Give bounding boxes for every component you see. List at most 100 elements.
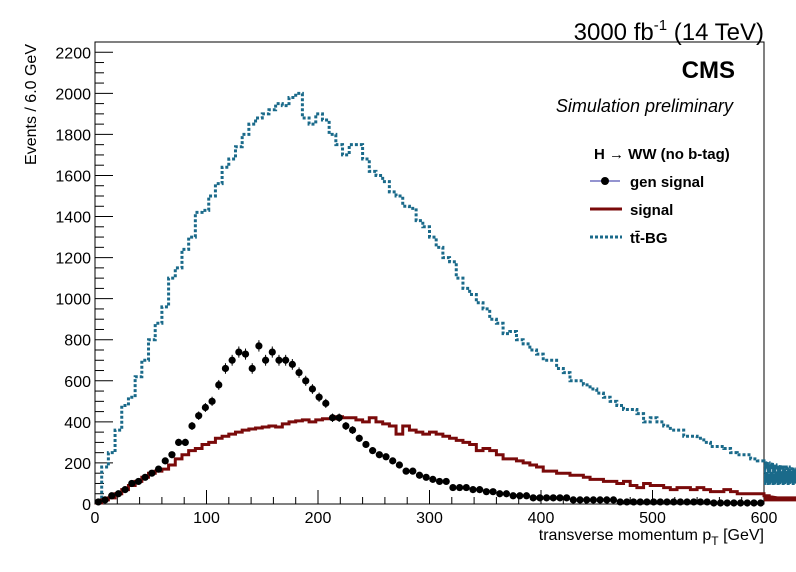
gen-signal-point bbox=[556, 494, 564, 502]
gen-signal-point bbox=[409, 467, 417, 475]
x-tick-label: 100 bbox=[193, 510, 220, 527]
gen-signal-point bbox=[261, 356, 270, 364]
legend-gen-signal-marker bbox=[601, 177, 609, 185]
gen-signal-point bbox=[469, 486, 477, 494]
x-tick-label: 500 bbox=[639, 510, 666, 527]
gen-signal-point bbox=[375, 451, 383, 459]
gen-signal-point bbox=[629, 498, 638, 506]
series-layer bbox=[94, 91, 796, 507]
y-tick-label: 800 bbox=[64, 333, 91, 350]
gen-signal-point bbox=[308, 385, 317, 393]
gen-signal-point bbox=[542, 494, 551, 502]
y-tick-label: 1000 bbox=[55, 292, 91, 309]
gen-signal-point bbox=[683, 498, 691, 506]
gen-signal-point bbox=[235, 348, 243, 356]
gen-signal-point bbox=[589, 496, 598, 504]
gen-signal-point bbox=[181, 438, 189, 446]
gen-signal-point bbox=[636, 498, 644, 506]
y-tick-label: 1800 bbox=[55, 127, 91, 144]
gen-signal-point bbox=[328, 414, 337, 422]
gen-signal-point bbox=[616, 498, 624, 506]
gen-signal-point bbox=[275, 356, 283, 364]
gen-signal-point bbox=[422, 473, 430, 481]
gen-signal-point bbox=[382, 453, 390, 461]
gen-signal-point bbox=[757, 499, 765, 507]
gen-signal-point bbox=[208, 397, 216, 405]
gen-signal-point bbox=[750, 499, 758, 507]
gen-signal-point bbox=[141, 473, 149, 481]
gen-signal-point bbox=[442, 477, 450, 486]
series-ttbar-bg bbox=[95, 91, 796, 504]
gen-signal-point bbox=[369, 447, 377, 455]
gen-signal-point bbox=[114, 490, 123, 498]
y-axis-title: Events / 6.0 GeV bbox=[23, 44, 40, 165]
x-axis-title: transverse momentum pT [GeV] bbox=[539, 527, 764, 548]
gen-signal-point bbox=[650, 498, 658, 506]
gen-signal-point bbox=[228, 356, 236, 364]
gen-signal-point bbox=[516, 492, 524, 500]
gen-signal-point bbox=[108, 492, 116, 500]
gen-signal-point bbox=[482, 488, 490, 496]
gen-signal-point bbox=[522, 492, 531, 500]
gen-signal-point bbox=[609, 496, 618, 504]
x-tick-label: 600 bbox=[751, 510, 778, 527]
gen-signal-point bbox=[148, 469, 156, 477]
x-tick-label: 400 bbox=[528, 510, 555, 527]
gen-signal-point bbox=[663, 498, 671, 506]
legend-entry-ttbar: tt̄-BG bbox=[630, 230, 668, 247]
gen-signal-point bbox=[282, 356, 290, 364]
gen-signal-point bbox=[723, 499, 731, 507]
y-tick-label: 600 bbox=[64, 374, 91, 391]
gen-signal-point bbox=[195, 412, 203, 420]
gen-signal-point bbox=[134, 477, 143, 486]
y-tick-label: 1200 bbox=[55, 251, 91, 268]
gen-signal-point bbox=[670, 498, 678, 506]
gen-signal-point bbox=[730, 499, 738, 507]
series-signal bbox=[95, 415, 796, 505]
gen-signal-point bbox=[549, 494, 557, 502]
gen-signal-point bbox=[268, 348, 276, 356]
x-axis: 0 100 200 300 400 500 600 bbox=[91, 490, 778, 527]
gen-signal-point bbox=[288, 360, 296, 368]
y-tick-label: 0 bbox=[82, 497, 91, 514]
gen-signal-point bbox=[315, 393, 323, 401]
gen-signal-point bbox=[295, 368, 303, 377]
gen-signal-point bbox=[101, 496, 109, 504]
gen-signal-point bbox=[643, 498, 651, 506]
gen-signal-point bbox=[362, 440, 370, 449]
gen-signal-point bbox=[696, 498, 705, 506]
gen-signal-point bbox=[248, 364, 256, 373]
y-tick-label: 400 bbox=[64, 415, 91, 432]
gen-signal-point bbox=[402, 467, 410, 475]
gen-signal-point bbox=[168, 451, 176, 459]
experiment-label: CMS bbox=[682, 57, 735, 84]
gen-signal-point bbox=[529, 494, 537, 502]
gen-signal-point bbox=[703, 498, 711, 506]
gen-signal-point bbox=[188, 422, 196, 430]
gen-signal-point bbox=[322, 399, 330, 407]
y-axis: 0 200 400 600 800 1000 1200 1400 1600 1800 2000 220… bbox=[55, 45, 113, 514]
y-tick-label: 1600 bbox=[55, 168, 91, 185]
x-tick-label: 300 bbox=[416, 510, 443, 527]
legend-entry-gen-signal: gen signal bbox=[630, 174, 704, 191]
gen-signal-point bbox=[716, 499, 725, 507]
gen-signal-point bbox=[583, 496, 591, 504]
gen-signal-point bbox=[121, 486, 129, 494]
gen-signal-point bbox=[94, 498, 102, 506]
gen-signal-point bbox=[623, 498, 631, 506]
y-tick-label: 2000 bbox=[55, 86, 91, 103]
gen-signal-point bbox=[509, 492, 517, 500]
gen-signal-point bbox=[221, 364, 230, 373]
gen-signal-point bbox=[215, 381, 223, 389]
gen-signal-point bbox=[429, 475, 437, 483]
gen-signal-point bbox=[736, 499, 745, 507]
gen-signal-point bbox=[342, 422, 350, 430]
legend: H → WW (no b-tag) gen signal signal tt̄-… bbox=[590, 146, 730, 247]
y-tick-label: 1400 bbox=[55, 210, 91, 227]
gen-signal-point bbox=[690, 498, 698, 506]
gen-signal-point bbox=[456, 483, 464, 492]
gen-signal-point bbox=[603, 496, 611, 504]
series-gen-signal bbox=[94, 340, 765, 507]
gen-signal-point bbox=[335, 414, 343, 422]
